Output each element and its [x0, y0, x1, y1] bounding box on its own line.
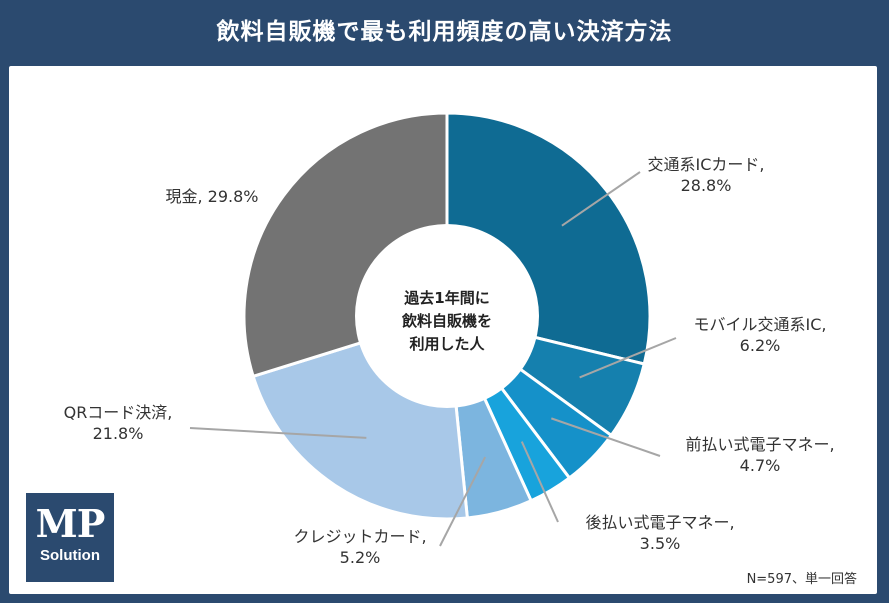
slice-value-label: 4.7%	[740, 456, 781, 475]
slice-label: QRコード決済,	[64, 403, 173, 422]
logo-solution-text: Solution	[40, 547, 100, 564]
slice-label: 後払い式電子マネー,	[585, 513, 734, 532]
center-label-line-3: 利用した人	[409, 335, 485, 353]
sample-note: N=597、単一回答	[746, 572, 857, 587]
slice-label: クレジットカード,	[293, 527, 426, 546]
slice-value-label: 3.5%	[640, 534, 681, 553]
chart-title: 飲料自販機で最も利用頻度の高い決済方法	[216, 19, 673, 45]
leader-line	[439, 456, 487, 547]
center-label-line-2: 飲料自販機を	[401, 312, 492, 330]
leader-line	[561, 171, 641, 227]
leader-line	[579, 337, 677, 379]
slice-value-label: 21.8%	[93, 424, 144, 443]
leader-line	[189, 427, 367, 439]
slice-value-label: 6.2%	[740, 336, 781, 355]
leader-line	[550, 417, 661, 457]
slice-value-label: 5.2%	[340, 548, 381, 567]
center-label-line-1: 過去1年間に	[403, 289, 489, 307]
slice-label: モバイル交通系IC,	[694, 315, 827, 334]
leader-line	[520, 441, 559, 523]
slice-value-label: 28.8%	[681, 176, 732, 195]
slice-label: 交通系ICカード,	[648, 155, 765, 174]
slice-label: 前払い式電子マネー,	[685, 435, 834, 454]
donut-hole	[355, 224, 539, 408]
logo-mp-text: MP	[35, 501, 106, 546]
slice-label: 現金, 29.8%	[165, 187, 258, 206]
mp-solution-logo: MP Solution	[26, 493, 114, 582]
